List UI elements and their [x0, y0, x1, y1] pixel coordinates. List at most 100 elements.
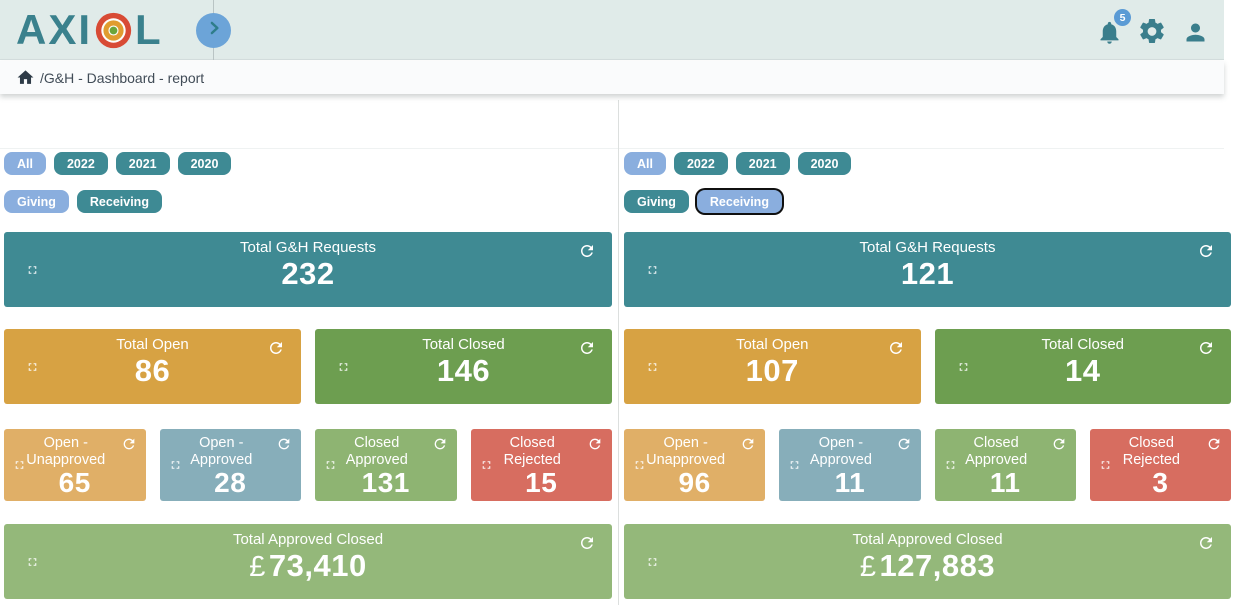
card-total-open: Total Open 86 — [4, 329, 301, 404]
year-filter-all[interactable]: All — [624, 152, 666, 175]
home-icon[interactable] — [16, 68, 35, 87]
refresh-icon[interactable] — [578, 339, 596, 357]
year-filter-2022[interactable]: 2022 — [53, 152, 108, 175]
refresh-icon[interactable] — [1197, 242, 1215, 260]
year-filter-2022[interactable]: 2022 — [673, 152, 728, 175]
receiving-report-panel: All 2022 2021 2020 Giving Receiving Tota… — [624, 152, 1231, 599]
expand-icon[interactable] — [337, 360, 350, 373]
refresh-icon[interactable] — [276, 436, 292, 452]
year-filter-group: All 2022 2021 2020 — [4, 152, 612, 175]
refresh-icon[interactable] — [578, 242, 596, 260]
year-filter-2020[interactable]: 2020 — [797, 152, 852, 175]
card-closed-rejected: Closed Rejected 15 — [470, 429, 612, 501]
expand-icon[interactable] — [26, 360, 39, 373]
breadcrumb-path: /G&H - Dashboard - report — [40, 69, 205, 86]
card-open-approved: Open - Approved 11 — [779, 429, 921, 501]
breadcrumb: /G&H - Dashboard - report — [0, 61, 1224, 94]
card-title: Open - Unapproved — [646, 435, 726, 468]
card-title: Closed Approved — [345, 435, 408, 468]
refresh-icon[interactable] — [267, 339, 285, 357]
refresh-icon[interactable] — [432, 436, 448, 452]
card-title: Closed Approved — [965, 435, 1028, 468]
notifications-button[interactable]: 5 — [1094, 9, 1131, 46]
refresh-icon[interactable] — [740, 436, 756, 452]
expand-icon[interactable] — [26, 555, 39, 568]
refresh-icon[interactable] — [1206, 436, 1222, 452]
refresh-icon[interactable] — [896, 436, 912, 452]
card-value: 3 — [1152, 467, 1169, 499]
year-filter-2021[interactable]: 2021 — [735, 152, 790, 175]
logo-text-pre: AXI — [16, 6, 93, 53]
expand-icon[interactable] — [646, 555, 659, 568]
card-title: Closed Rejected — [1122, 435, 1180, 468]
card-total-closed: Total Closed 14 — [934, 329, 1231, 404]
year-filter-2020[interactable]: 2020 — [177, 152, 232, 175]
expand-icon[interactable] — [13, 459, 26, 472]
expand-icon[interactable] — [957, 360, 970, 373]
card-total-open: Total Open 107 — [624, 329, 921, 404]
expand-icon[interactable] — [633, 459, 646, 472]
card-closed-approved: Closed Approved 131 — [315, 429, 457, 501]
card-title: Total Approved Closed — [852, 531, 1003, 548]
card-title: Open - Unapproved — [26, 435, 106, 468]
mode-filter-giving[interactable]: Giving — [4, 190, 69, 213]
content-divider — [0, 148, 1224, 149]
card-value: £73,410 — [249, 548, 367, 583]
expand-icon[interactable] — [1099, 459, 1112, 472]
panel-divider — [618, 100, 619, 605]
expand-icon[interactable] — [646, 360, 659, 373]
card-open-unapproved: Open - Unapproved 65 — [4, 429, 146, 501]
currency-symbol: £ — [859, 551, 877, 583]
card-title: Total Open — [116, 336, 189, 353]
expand-icon[interactable] — [324, 459, 337, 472]
refresh-icon[interactable] — [587, 436, 603, 452]
card-total-approved-closed: Total Approved Closed £127,883 — [624, 524, 1231, 599]
year-filter-2021[interactable]: 2021 — [115, 152, 170, 175]
card-total-approved-closed: Total Approved Closed £73,410 — [4, 524, 612, 599]
refresh-icon[interactable] — [1197, 339, 1215, 357]
expand-icon[interactable] — [788, 459, 801, 472]
expand-icon[interactable] — [26, 263, 39, 276]
expand-icon[interactable] — [480, 459, 493, 472]
card-value: 14 — [1065, 353, 1101, 388]
expand-icon[interactable] — [646, 263, 659, 276]
card-total-requests: Total G&H Requests 121 — [624, 232, 1231, 307]
giving-report-panel: All 2022 2021 2020 Giving Receiving Tota… — [4, 152, 612, 599]
card-title: Closed Rejected — [503, 435, 561, 468]
card-value: 11 — [834, 467, 866, 499]
app-logo[interactable]: AXI L — [16, 8, 163, 52]
card-total-closed: Total Closed 146 — [315, 329, 612, 404]
header-actions: 5 — [1094, 9, 1210, 46]
card-value: 28 — [214, 467, 247, 499]
card-value: 86 — [134, 353, 171, 388]
mode-filter-receiving[interactable]: Receiving — [696, 190, 782, 213]
mode-filter-receiving[interactable]: Receiving — [76, 190, 162, 213]
sidebar-toggle-button[interactable] — [196, 13, 231, 48]
expand-icon[interactable] — [169, 459, 182, 472]
card-title: Total G&H Requests — [240, 239, 376, 256]
year-filter-group: All 2022 2021 2020 — [624, 152, 1231, 175]
settings-button[interactable] — [1137, 16, 1167, 46]
card-value: £127,883 — [859, 548, 996, 583]
refresh-icon[interactable] — [1197, 534, 1215, 552]
refresh-icon[interactable] — [578, 534, 596, 552]
year-filter-all[interactable]: All — [4, 152, 46, 175]
card-open-unapproved: Open - Unapproved 96 — [624, 429, 766, 501]
refresh-icon[interactable] — [887, 339, 905, 357]
refresh-icon[interactable] — [121, 436, 137, 452]
refresh-icon[interactable] — [1051, 436, 1067, 452]
card-value: 96 — [678, 467, 711, 499]
expand-icon[interactable] — [944, 459, 957, 472]
card-total-requests: Total G&H Requests 232 — [4, 232, 612, 307]
gear-icon — [1137, 16, 1167, 46]
card-value: 121 — [900, 256, 955, 291]
card-value: 107 — [745, 353, 799, 388]
card-value: 146 — [436, 353, 491, 388]
card-title: Total Closed — [422, 336, 505, 353]
card-closed-approved: Closed Approved 11 — [934, 429, 1076, 501]
card-closed-rejected: Closed Rejected 3 — [1089, 429, 1231, 501]
mode-filter-giving[interactable]: Giving — [624, 190, 689, 213]
user-profile-button[interactable] — [1180, 16, 1210, 46]
card-title: Open - Approved — [809, 435, 872, 468]
card-title: Total G&H Requests — [859, 239, 996, 256]
